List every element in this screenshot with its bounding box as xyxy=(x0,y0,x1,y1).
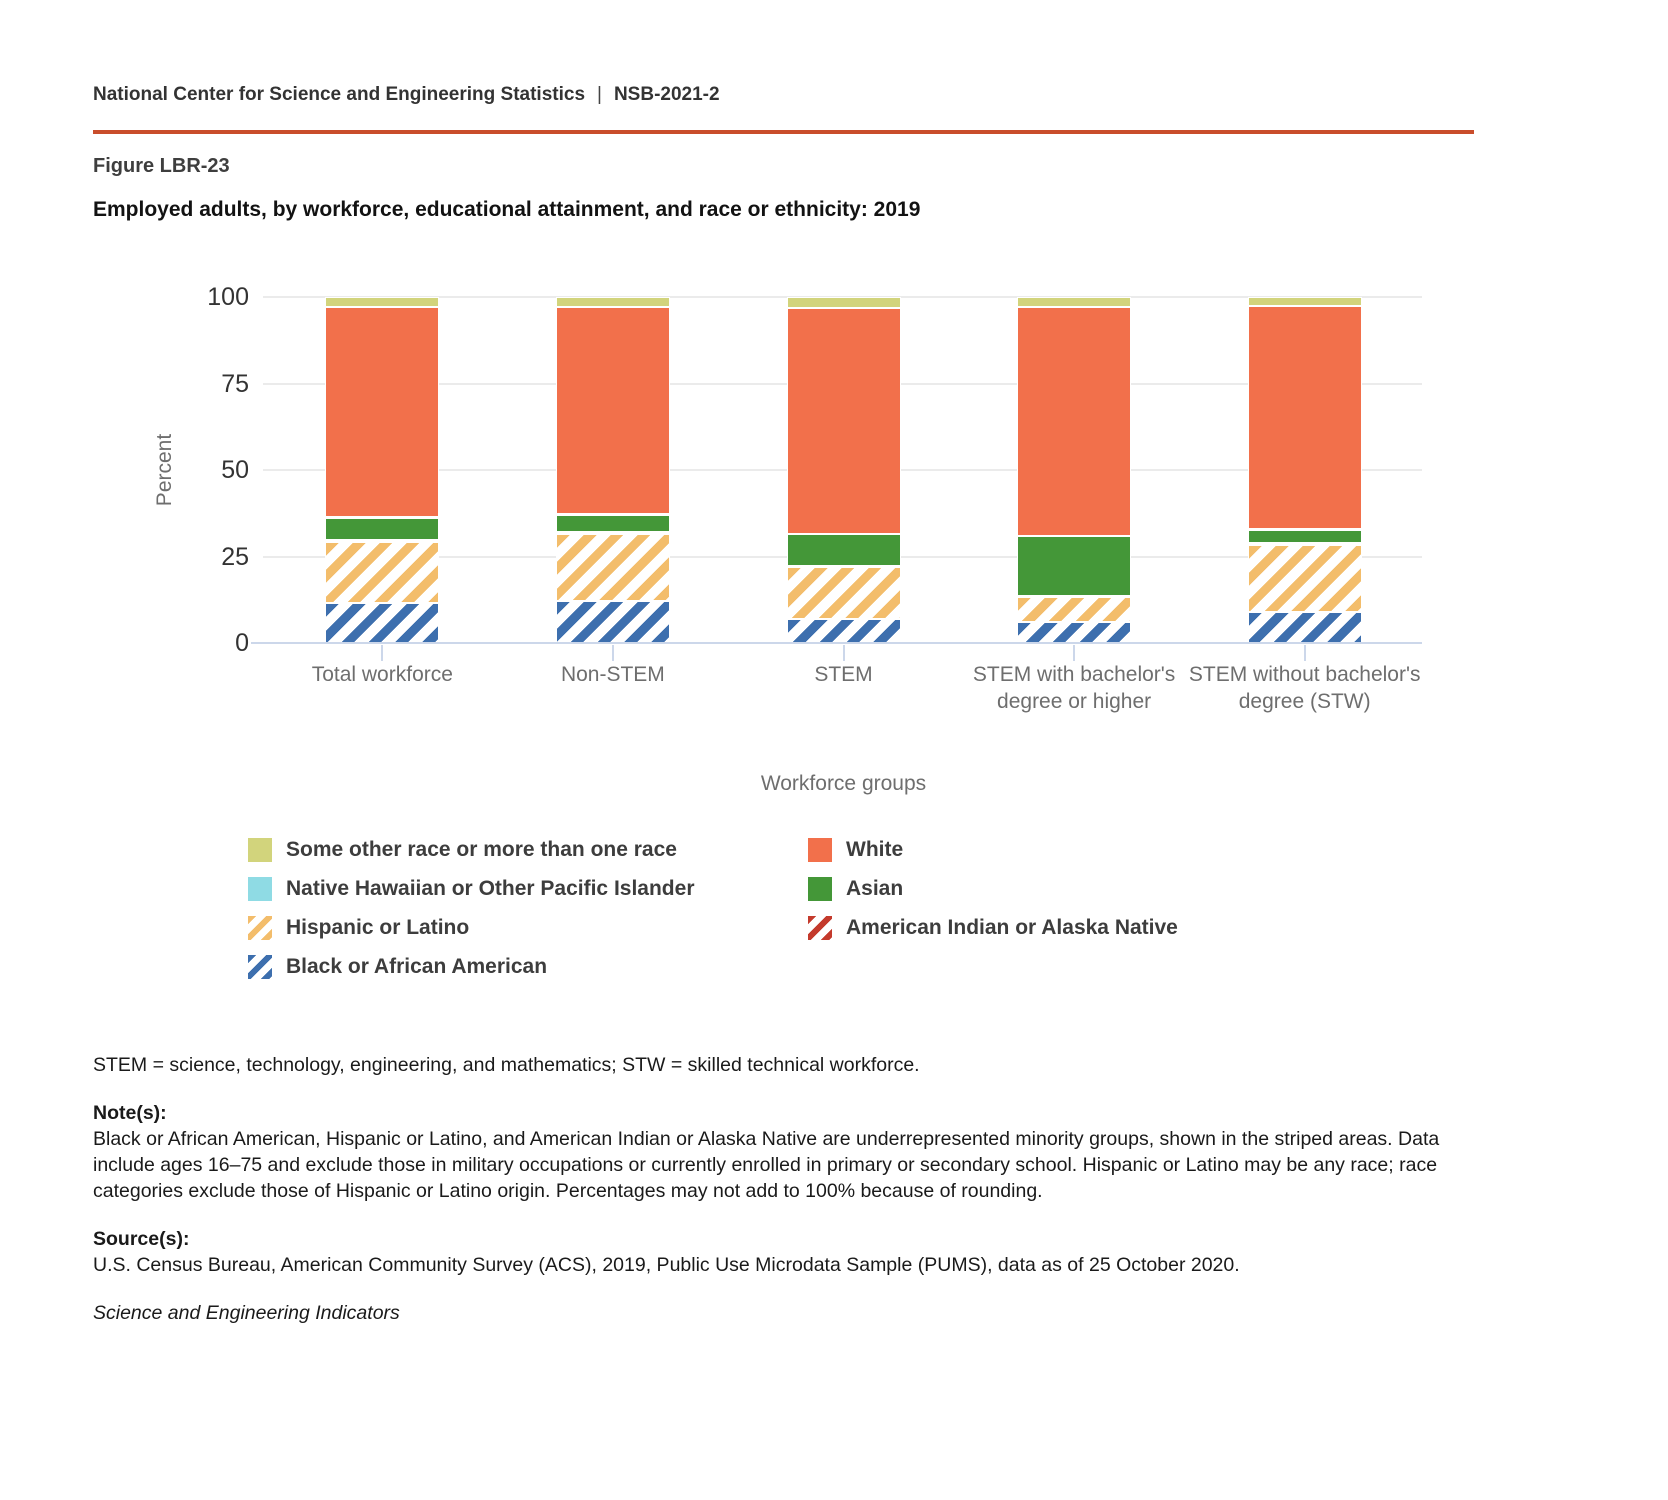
legend-item-hispanic-or-latino[interactable]: Hispanic or Latino xyxy=(248,916,808,940)
bar-segment-asian xyxy=(325,517,440,540)
legend-label: American Indian or Alaska Native xyxy=(846,916,1178,939)
bar-segment-asian xyxy=(1247,529,1362,543)
report-id: NSB-2021-2 xyxy=(613,84,720,105)
legend-label: Black or African American xyxy=(286,955,548,978)
x-tick-mark xyxy=(611,645,614,661)
notes-text: Black or African American, Hispanic or L… xyxy=(93,1128,1440,1202)
source-label: Source(s): xyxy=(93,1228,190,1250)
figure-title: Employed adults, by workforce, education… xyxy=(93,198,921,221)
page-header: National Center for Science and Engineer… xyxy=(93,84,720,106)
x-category-label: STEM xyxy=(814,663,873,686)
source-text: U.S. Census Bureau, American Community S… xyxy=(93,1254,1240,1276)
legend-item-american-indian-or-alaska-native[interactable]: American Indian or Alaska Native xyxy=(808,916,1178,940)
legend-label: Some other race or more than one race xyxy=(286,838,677,861)
y-tick-label: 0 xyxy=(235,629,249,657)
publisher-name: National Center for Science and Engineer… xyxy=(93,84,586,105)
notes-label: Note(s): xyxy=(93,1102,167,1124)
x-tick-mark xyxy=(842,645,845,661)
bar-segment-some-other-race-or-more-than-one-race xyxy=(325,297,440,307)
bar-segment-some-other-race-or-more-than-one-race xyxy=(555,297,670,308)
x-category-label: Non-STEM xyxy=(560,663,665,686)
legend-label: White xyxy=(846,838,904,861)
bar-segment-some-other-race-or-more-than-one-race xyxy=(1247,297,1362,307)
legend-item-some-other-race-or-more-than-one-race[interactable]: Some other race or more than one race xyxy=(248,838,808,862)
gridline xyxy=(263,296,1422,298)
chart-legend: Some other race or more than one race Whi… xyxy=(248,838,1178,979)
legend-swatch-some-other-race-or-more-than-one-race xyxy=(248,838,272,862)
x-tick-mark xyxy=(381,645,384,661)
legend-swatch-white xyxy=(808,838,832,862)
footnotes-section: STEM = science, technology, engineering,… xyxy=(93,1052,1461,1326)
y-tick-label: 75 xyxy=(221,369,249,398)
legend-swatch-hispanic-or-latino xyxy=(248,916,272,940)
y-tick-label: 25 xyxy=(221,542,249,571)
x-category-label: Total workforce xyxy=(311,663,453,686)
bar-segment-hispanic-or-latino xyxy=(786,567,901,620)
bar-segment-black-or-african-american xyxy=(555,601,670,643)
indicators-credit: Science and Engineering Indicators xyxy=(93,1302,400,1324)
bar-segment-black-or-african-american xyxy=(1247,611,1362,643)
bar-segment-black-or-african-american xyxy=(325,602,440,643)
bar-segment-black-or-african-american xyxy=(1017,622,1132,643)
bar-segment-some-other-race-or-more-than-one-race xyxy=(786,297,901,308)
bar-segment-white xyxy=(1017,306,1132,537)
legend-swatch-black-or-african-american xyxy=(248,955,272,979)
bar-segment-hispanic-or-latino xyxy=(325,541,440,603)
bar-segment-american-indian-or-alaska-native xyxy=(1247,542,1362,546)
bar-segment-black-or-african-american xyxy=(786,619,901,643)
legend-label: Native Hawaiian or Other Pacific Islande… xyxy=(286,877,695,900)
legend-item-white[interactable]: White xyxy=(808,838,1178,862)
x-category-label: STEM with bachelor's degree or higher xyxy=(972,663,1176,713)
y-tick-label: 100 xyxy=(207,283,249,311)
y-tick-label: 50 xyxy=(221,456,249,484)
legend-swatch-american-indian-or-alaska-native xyxy=(808,916,832,940)
bar-segment-some-other-race-or-more-than-one-race xyxy=(1017,297,1132,307)
legend-swatch-native-hawaiian-or-other-pacific-islander xyxy=(248,877,272,901)
x-tick-mark xyxy=(1073,645,1076,661)
legend-label: Asian xyxy=(846,877,904,900)
abbreviations-note: STEM = science, technology, engineering,… xyxy=(93,1054,920,1076)
accent-rule xyxy=(93,130,1474,134)
x-axis-title: Workforce groups xyxy=(760,772,927,795)
bar-segment-asian xyxy=(555,514,670,532)
legend-label: Hispanic or Latino xyxy=(286,916,470,939)
bar-segment-asian xyxy=(1017,536,1132,596)
x-axis-baseline xyxy=(251,642,1422,644)
bar-segment-asian xyxy=(786,534,901,566)
legend-item-asian[interactable]: Asian xyxy=(808,877,1178,901)
bar-segment-american-indian-or-alaska-native xyxy=(555,531,670,535)
bar-segment-white xyxy=(555,307,670,515)
legend-item-black-or-african-american[interactable]: Black or African American xyxy=(248,955,808,979)
stacked-bar-chart: Percent 0 25 50 75 100 Total workforce Non-STE… xyxy=(153,283,1422,713)
figure-label: Figure LBR-23 xyxy=(93,155,230,177)
bar-segment-hispanic-or-latino xyxy=(1017,597,1132,623)
legend-swatch-asian xyxy=(808,877,832,901)
x-category-label: STEM without bachelor's degree (STW) xyxy=(1188,663,1421,713)
bar-segment-white xyxy=(786,307,901,534)
bar-segment-hispanic-or-latino xyxy=(555,534,670,602)
bar-segment-white xyxy=(1247,306,1362,530)
x-tick-mark xyxy=(1303,645,1306,661)
bar-segment-white xyxy=(325,306,440,518)
legend-item-native-hawaiian-or-other-pacific-islander[interactable]: Native Hawaiian or Other Pacific Islande… xyxy=(248,877,808,901)
header-separator: | xyxy=(597,84,602,105)
bar-segment-american-indian-or-alaska-native xyxy=(325,539,440,542)
bar-segment-hispanic-or-latino xyxy=(1247,545,1362,612)
